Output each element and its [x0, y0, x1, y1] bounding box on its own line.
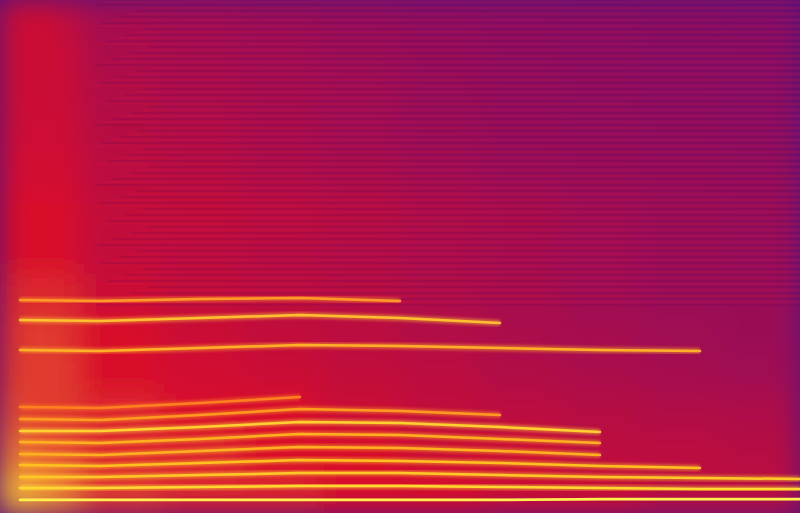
heatmap-cell: [60, 0, 81, 34]
heatmap-cell: [400, 353, 481, 394]
heatmap-cell: [20, 273, 41, 314]
heatmap-cell: [40, 353, 61, 394]
harmonic-line: [20, 422, 600, 432]
harmonic-line: [20, 473, 800, 479]
harmonic-line: [20, 486, 800, 489]
heatmap-cell: [0, 433, 21, 474]
harmonic-line: [20, 345, 700, 351]
heatmap-cell: [480, 353, 561, 394]
heatmap-cell: [640, 313, 721, 354]
heatmap-cell: [20, 0, 41, 34]
heatmap-cell: [40, 0, 61, 34]
harmonic-glow: [20, 422, 600, 432]
harmonic-line: [20, 298, 400, 301]
heatmap-cell: [40, 193, 61, 234]
heatmap-cell: [40, 33, 61, 74]
harmonic-line: [20, 434, 600, 443]
heatmap-cell: [80, 193, 161, 234]
heatmap-cell: [40, 393, 61, 434]
heatmap-cell: [20, 233, 41, 274]
heatmap-cell: [560, 393, 641, 434]
heatmap-cell: [720, 353, 800, 394]
heatmap-cell: [320, 473, 401, 513]
heatmap-cell: [560, 353, 641, 394]
harmonic-glow: [20, 345, 700, 351]
heatmap-cell: [320, 433, 401, 474]
heatmap-cell: [0, 393, 21, 434]
heatmap-cell: [0, 33, 21, 74]
heatmap-cell: [0, 193, 21, 234]
heatmap-cell: [80, 353, 161, 394]
heatmap-cell: [160, 353, 241, 394]
heatmap-cell: [320, 353, 401, 394]
heatmap-cell: [0, 113, 21, 154]
heatmap-cell: [20, 113, 41, 154]
heatmap-cell: [240, 473, 321, 513]
heatmap-cell: [20, 353, 41, 394]
harmonic-glow: [20, 486, 800, 489]
heatmap-cell: [480, 473, 561, 513]
harmonic-glow: [20, 397, 300, 408]
harmonic-lines: [20, 298, 800, 500]
spectrogram: [0, 0, 800, 513]
heatmap-cell: [400, 473, 481, 513]
heatmap-cell: [720, 313, 800, 354]
heatmap-cell: [60, 393, 81, 434]
harmonic-glow: [20, 447, 600, 455]
heatmap-cell: [40, 73, 61, 114]
harmonic-line: [20, 315, 500, 323]
heatmap-cell: [60, 113, 81, 154]
harmonic-glow: [20, 473, 800, 479]
heatmap-cell: [60, 73, 81, 114]
heatmap-cell: [20, 153, 41, 194]
heatmap-cell: [40, 113, 61, 154]
harmonic-line: [20, 460, 700, 468]
harmonic-glow: [20, 460, 700, 468]
heatmap-cell: [20, 393, 41, 434]
heatmap-cell: [40, 273, 61, 314]
heatmap-cell: [640, 353, 721, 394]
heatmap-cell: [40, 233, 61, 274]
harmonic-line: [20, 397, 300, 408]
heatmap-cell: [80, 73, 161, 114]
heatmap-cell: [0, 73, 21, 114]
heatmap-cell: [0, 473, 21, 513]
heatmap-cell: [0, 233, 21, 274]
heatmap-cell: [160, 473, 241, 513]
noise-texture: [92, 2, 800, 305]
heatmap-cell: [720, 433, 800, 474]
harmonic-line: [20, 499, 800, 500]
heatmap-cell: [60, 193, 81, 234]
heatmap-cell: [40, 153, 61, 194]
heatmap-cell: [60, 273, 81, 314]
heatmap-cell: [60, 153, 81, 194]
heatmap-cell: [720, 393, 800, 434]
heatmap-cell: [240, 353, 321, 394]
heatmap-cell: [0, 313, 21, 354]
heatmap-cells: [0, 0, 800, 513]
heatmap-cell: [20, 33, 41, 74]
heatmap-cell: [60, 233, 81, 274]
heatmap-cell: [60, 353, 81, 394]
harmonic-glow: [20, 499, 800, 500]
heatmap-cell: [0, 0, 21, 34]
harmonic-glow: [20, 315, 500, 323]
harmonic-glow: [20, 298, 400, 301]
heatmap-cell: [0, 153, 21, 194]
heatmap-cell: [0, 353, 21, 394]
heatmap-cell: [20, 73, 41, 114]
harmonic-glow: [20, 434, 600, 443]
heatmap-cell: [60, 33, 81, 74]
harmonic-line: [20, 447, 600, 455]
heatmap-cell: [640, 393, 721, 434]
heatmap-blur: [0, 0, 800, 513]
heatmap-cell: [20, 193, 41, 234]
heatmap-cell: [0, 273, 21, 314]
